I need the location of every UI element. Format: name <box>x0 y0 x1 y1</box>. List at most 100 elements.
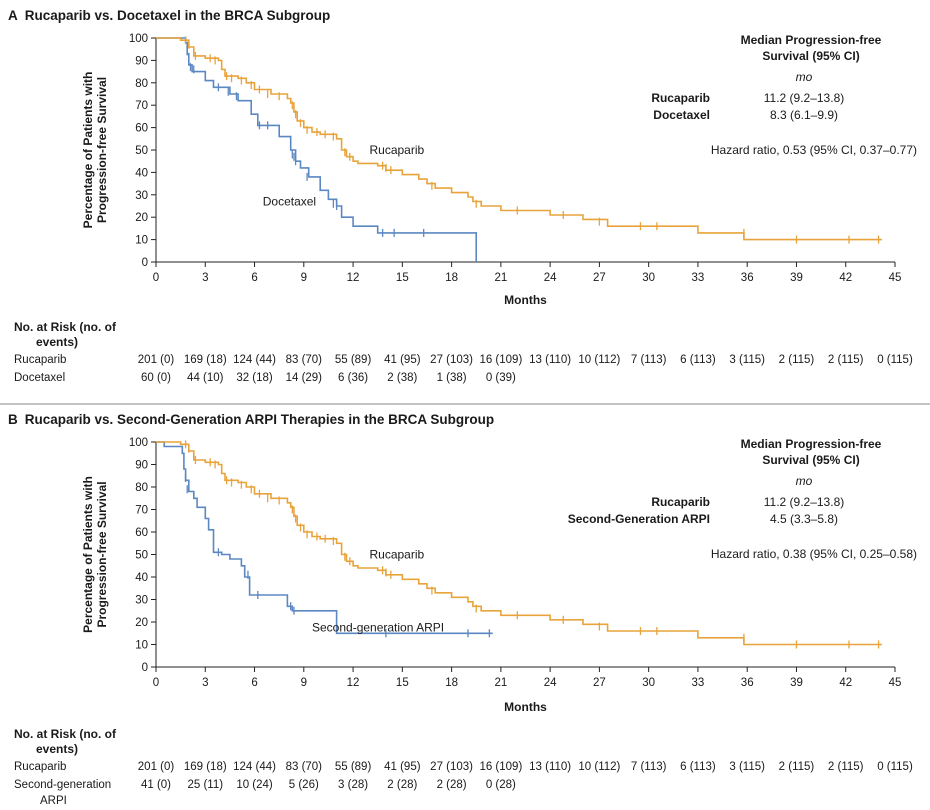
risk-heading: No. at Risk (no. of <box>14 727 117 741</box>
risk-value: 0 (28) <box>486 779 516 791</box>
x-axis-title: Months <box>504 293 547 307</box>
risk-value: 124 (44) <box>233 354 276 366</box>
series-label: Second-generation ARPI <box>312 621 444 635</box>
y-tick-label: 100 <box>129 437 148 449</box>
summary-heading: Survival (95% CI) <box>762 49 859 63</box>
summary-unit: mo <box>796 474 813 488</box>
risk-value: 0 (115) <box>877 761 913 773</box>
x-tick-label: 36 <box>741 272 754 284</box>
risk-value: 7 (113) <box>631 354 667 366</box>
y-tick-label: 30 <box>135 190 148 202</box>
risk-value: 6 (113) <box>680 354 716 366</box>
risk-value: 44 (10) <box>187 372 224 384</box>
y-tick-label: 60 <box>135 123 148 135</box>
risk-value: 10 (24) <box>236 779 273 791</box>
series-label: Rucaparib <box>369 143 424 157</box>
x-tick-label: 42 <box>839 272 852 284</box>
x-tick-label: 3 <box>202 677 208 689</box>
risk-value: 16 (109) <box>479 761 522 773</box>
y-tick-label: 0 <box>142 662 148 674</box>
y-tick-label: 0 <box>142 257 148 269</box>
risk-value: 2 (115) <box>779 354 815 366</box>
x-tick-label: 21 <box>494 677 507 689</box>
summary-row-label: Rucaparib <box>651 91 710 105</box>
y-tick-label: 30 <box>135 595 148 607</box>
x-axis-title: Months <box>504 700 547 714</box>
risk-value: 1 (38) <box>437 372 467 384</box>
x-tick-label: 12 <box>347 272 360 284</box>
risk-value: 3 (115) <box>729 761 765 773</box>
risk-row-label: Second-generation <box>14 779 111 791</box>
x-tick-label: 27 <box>593 272 606 284</box>
summary-row-value: 11.2 (9.2–13.8) <box>764 91 845 105</box>
x-tick-label: 15 <box>396 272 409 284</box>
risk-value: 5 (26) <box>289 779 319 791</box>
risk-value: 25 (11) <box>187 779 223 791</box>
risk-row-label: Rucaparib <box>14 354 66 366</box>
risk-value: 3 (115) <box>729 354 765 366</box>
y-tick-label: 20 <box>135 212 148 224</box>
risk-value: 169 (18) <box>184 354 227 366</box>
y-tick-label: 70 <box>135 100 148 112</box>
risk-heading: events) <box>36 742 78 756</box>
risk-value: 16 (109) <box>479 354 522 366</box>
summary-row-value: 11.2 (9.2–13.8) <box>764 495 845 509</box>
summary-unit: mo <box>796 70 813 84</box>
x-tick-label: 24 <box>544 272 557 284</box>
y-tick-label: 50 <box>135 550 148 562</box>
x-tick-label: 30 <box>642 677 655 689</box>
series-line-rucaparib <box>156 441 882 646</box>
risk-heading: No. at Risk (no. of <box>14 320 117 334</box>
risk-row-label: Docetaxel <box>14 372 65 384</box>
risk-value: 6 (36) <box>338 372 368 384</box>
risk-value: 83 (70) <box>286 761 323 773</box>
panel-title: A Rucaparib vs. Docetaxel in the BRCA Sub… <box>8 8 330 23</box>
x-tick-label: 3 <box>202 272 208 284</box>
hazard-ratio: Hazard ratio, 0.53 (95% CI, 0.37–0.77) <box>711 143 917 157</box>
risk-heading: events) <box>36 335 78 349</box>
series-line-docetaxel <box>156 37 477 262</box>
risk-value: 3 (28) <box>338 779 368 791</box>
y-tick-label: 40 <box>135 572 148 584</box>
x-tick-label: 39 <box>790 272 803 284</box>
summary-row-label: Docetaxel <box>653 108 710 122</box>
y-tick-label: 70 <box>135 505 148 517</box>
summary-heading: Median Progression-free <box>741 437 882 451</box>
risk-value: 169 (18) <box>184 761 227 773</box>
y-tick-label: 10 <box>135 235 148 247</box>
hazard-ratio: Hazard ratio, 0.38 (95% CI, 0.25–0.58) <box>711 547 917 561</box>
risk-value: 2 (28) <box>437 779 467 791</box>
summary-heading: Survival (95% CI) <box>762 453 859 467</box>
x-tick-label: 9 <box>301 272 307 284</box>
y-tick-label: 40 <box>135 167 148 179</box>
risk-value: 60 (0) <box>141 372 171 384</box>
risk-value: 2 (28) <box>387 779 417 791</box>
y-tick-label: 80 <box>135 482 148 494</box>
risk-value: 0 (115) <box>877 354 913 366</box>
risk-value: 32 (18) <box>236 372 273 384</box>
x-tick-label: 45 <box>889 272 902 284</box>
risk-value: 6 (113) <box>680 761 716 773</box>
x-tick-label: 15 <box>396 677 409 689</box>
x-tick-label: 9 <box>301 677 307 689</box>
summary-heading: Median Progression-free <box>741 33 882 47</box>
y-tick-label: 20 <box>135 617 148 629</box>
risk-value: 10 (112) <box>578 354 620 366</box>
x-tick-label: 0 <box>153 272 159 284</box>
risk-row-label: ARPI <box>40 795 67 807</box>
summary-row-label: Rucaparib <box>651 495 710 509</box>
risk-value: 201 (0) <box>138 761 175 773</box>
x-tick-label: 30 <box>642 272 655 284</box>
y-axis-title: Percentage of Patients withProgression-f… <box>81 72 109 229</box>
y-tick-label: 80 <box>135 78 148 90</box>
risk-value: 0 (39) <box>486 372 516 384</box>
y-tick-label: 100 <box>129 33 148 45</box>
y-tick-label: 50 <box>135 145 148 157</box>
risk-value: 2 (38) <box>387 372 417 384</box>
x-tick-label: 33 <box>692 677 705 689</box>
x-tick-label: 18 <box>445 677 458 689</box>
risk-value: 55 (89) <box>335 354 372 366</box>
x-tick-label: 6 <box>251 677 257 689</box>
x-tick-label: 27 <box>593 677 606 689</box>
